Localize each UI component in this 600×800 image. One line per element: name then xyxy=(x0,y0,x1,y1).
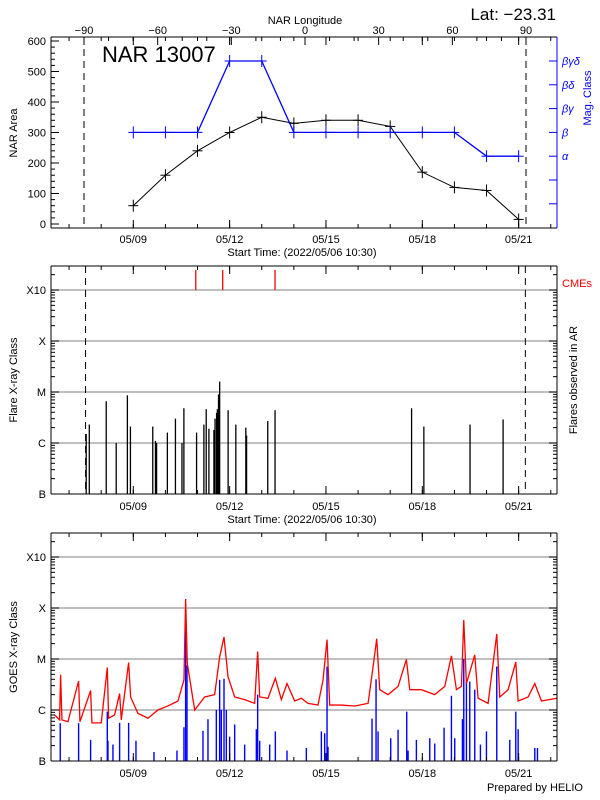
panel1-date-tick-label: 05/21 xyxy=(505,234,533,246)
area-ytick-label: 0 xyxy=(40,219,46,231)
area-ytick-label: 400 xyxy=(28,97,46,109)
mag-class-point xyxy=(481,150,492,163)
flares-observed-axis-label: Flares observed in AR xyxy=(568,326,580,434)
panel1-xlabel: Start Time: (2022/05/06 10:30) xyxy=(227,247,376,259)
mag-class-tick-label: βγ xyxy=(561,104,575,116)
panel3-ytick-label: X xyxy=(39,603,47,615)
mag-class-point xyxy=(288,126,299,139)
latitude-label: Lat: −23.31 xyxy=(470,5,556,24)
nar-area-point xyxy=(224,126,235,139)
longitude-tick-label: −90 xyxy=(75,25,94,37)
panel3-ytick-label: C xyxy=(38,705,46,717)
panel2-xlabel: Start Time: (2022/05/06 10:30) xyxy=(227,514,376,526)
mag-class-point xyxy=(128,126,139,139)
panel3-ytick-label: B xyxy=(39,756,46,768)
mag-class-point xyxy=(449,126,460,139)
mag-class-axis-label: Mag. Class xyxy=(582,70,594,126)
nar-area-point xyxy=(192,144,203,157)
area-ytick-label: 600 xyxy=(28,36,46,48)
mag-class-point xyxy=(192,126,203,139)
panel1-date-tick-label: 05/18 xyxy=(409,234,437,246)
panel3-date-tick-label: 05/12 xyxy=(216,768,244,780)
region-title: NAR 13007 xyxy=(102,42,216,67)
nar-area-point xyxy=(128,199,139,212)
cmes-label: CMEs xyxy=(562,278,592,290)
mag-class-point xyxy=(353,126,364,139)
panel2-date-tick-label: 05/12 xyxy=(216,501,244,513)
prepared-by-credit: Prepared by HELIO xyxy=(487,782,583,794)
panel2-ytick-label: B xyxy=(39,489,46,501)
mag-class-line xyxy=(133,60,519,157)
nar-area-point xyxy=(320,114,331,127)
mag-class-tick-label: βδ xyxy=(561,80,575,92)
nar-area-point xyxy=(449,181,460,194)
mag-class-point xyxy=(160,126,171,139)
nar-area-axis-label: NAR Area xyxy=(8,108,20,158)
panel3-ytick-label: M xyxy=(37,654,46,666)
goes-class-axis-label: GOES X-ray Class xyxy=(8,601,20,693)
panel2-date-tick-label: 05/21 xyxy=(505,501,533,513)
panel1-date-tick-label: 05/09 xyxy=(120,234,148,246)
longitude-tick-label: 60 xyxy=(446,25,458,37)
mag-class-tick-label: β xyxy=(561,127,569,139)
longitude-tick-label: 30 xyxy=(373,25,385,37)
longitude-tick-label: −30 xyxy=(222,25,241,37)
panel2-ytick-label: M xyxy=(37,387,46,399)
longitude-axis-label: NAR Longitude xyxy=(268,15,343,27)
longitude-tick-label: −60 xyxy=(148,25,167,37)
panel2-ytick-label: X10 xyxy=(26,285,46,297)
mag-class-point xyxy=(513,150,524,163)
goes-long-channel-line xyxy=(54,599,557,724)
area-ytick-label: 500 xyxy=(28,67,46,79)
nar-area-point xyxy=(256,111,267,124)
longitude-tick-label: 0 xyxy=(302,25,308,37)
flare-class-axis-label: Flare X-ray Class xyxy=(8,337,20,422)
mag-class-point xyxy=(256,55,267,67)
mag-class-point xyxy=(385,126,396,139)
area-ytick-label: 200 xyxy=(28,158,46,170)
area-ytick-label: 300 xyxy=(28,128,46,140)
panel2-date-tick-label: 05/09 xyxy=(120,501,148,513)
chart-marks xyxy=(54,37,557,761)
panel2-date-tick-label: 05/15 xyxy=(312,501,340,513)
panel2-ytick-label: C xyxy=(38,438,46,450)
mag-class-point xyxy=(417,126,428,139)
longitude-tick-label: 90 xyxy=(520,25,532,37)
panel2-ytick-label: X xyxy=(39,336,47,348)
mag-class-point xyxy=(224,55,235,67)
panel3-ytick-label: X10 xyxy=(26,552,46,564)
panel3-date-tick-label: 05/21 xyxy=(505,768,533,780)
panel3-date-tick-label: 05/18 xyxy=(409,768,437,780)
panel2-date-tick-label: 05/18 xyxy=(409,501,437,513)
area-ytick-label: 100 xyxy=(28,189,46,201)
nar-area-point xyxy=(160,169,171,182)
nar-area-point xyxy=(417,166,428,179)
gridlines xyxy=(51,289,557,711)
panel1-date-tick-label: 05/15 xyxy=(312,234,340,246)
mag-class-tick-label: βγδ xyxy=(561,56,581,68)
mag-class-tick-label: α xyxy=(562,151,569,163)
nar-area-point xyxy=(481,184,492,197)
panel3-date-tick-label: 05/09 xyxy=(120,768,148,780)
nar-area-point xyxy=(353,114,364,127)
mag-class-point xyxy=(320,126,331,139)
panel1-date-tick-label: 05/12 xyxy=(216,234,244,246)
panel3-date-tick-label: 05/15 xyxy=(312,768,340,780)
